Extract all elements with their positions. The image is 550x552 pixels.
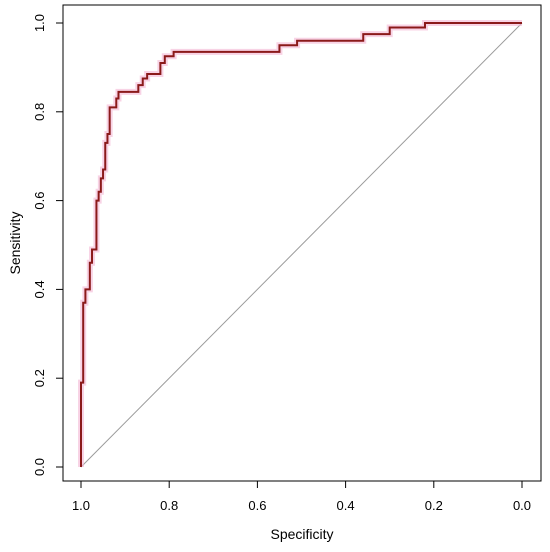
roc-curve-line: [80, 22, 522, 467]
x-tick-label: 0.4: [337, 498, 355, 513]
x-tick-label: 0.6: [248, 498, 266, 513]
y-tick-label: 0.8: [32, 103, 47, 121]
x-tick-label: 0.0: [513, 498, 531, 513]
y-tick-label: 0.6: [32, 192, 47, 210]
x-tick-label: 1.0: [72, 498, 90, 513]
y-tick-label: 0.4: [32, 280, 47, 298]
reference-diagonal-line: [80, 22, 523, 468]
y-tick-label: 0.2: [32, 369, 47, 387]
y-axis-title: Sensitivity: [7, 211, 23, 274]
y-tick-label: 1.0: [32, 14, 47, 32]
series-layer: [78, 20, 523, 468]
x-tick-label: 0.8: [160, 498, 178, 513]
axes: 1.0 0.8 0.6 0.4 0.2 0.0 0.0 0.2 0.4 0.6 0.8 1.0: [32, 14, 531, 513]
x-tick-label: 0.2: [425, 498, 443, 513]
x-axis-title: Specificity: [270, 526, 333, 542]
y-tick-label: 0.0: [32, 458, 47, 476]
